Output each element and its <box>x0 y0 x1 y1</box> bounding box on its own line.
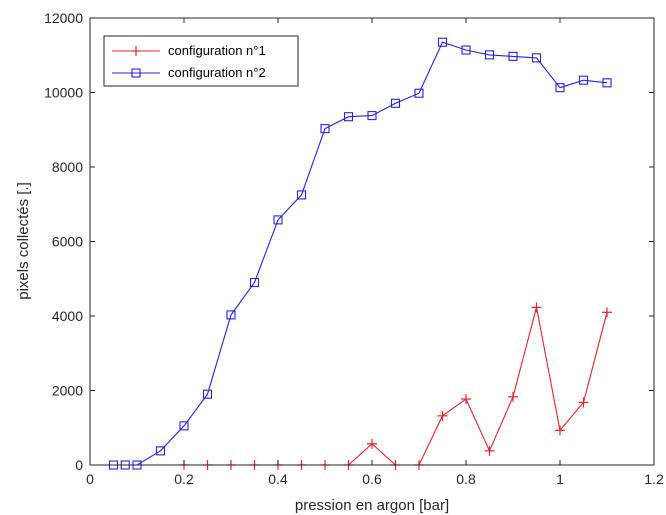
series-line-config-2 <box>113 41 608 466</box>
y-tick-label: 4000 <box>52 308 83 324</box>
legend: configuration n°1 configuration n°2 <box>103 35 299 87</box>
x-axis-label: pression en argon [bar] <box>295 497 449 514</box>
x-tick-label: 0.4 <box>268 471 288 487</box>
data-point-config-2 <box>461 45 471 55</box>
legend-label-config-2: configuration n°2 <box>168 65 266 80</box>
data-point-config-2 <box>390 98 401 108</box>
data-point-config-2 <box>273 215 283 225</box>
data-point-config-1 <box>437 410 448 421</box>
x-tick-label: 1.2 <box>644 471 664 487</box>
y-tick-label: 12000 <box>44 10 83 26</box>
x-tick-label: 0.2 <box>174 471 194 487</box>
data-point-config-1 <box>484 445 495 456</box>
y-tick-label: 6000 <box>52 234 83 250</box>
data-point-config-2 <box>367 111 377 121</box>
data-point-config-2 <box>155 446 166 456</box>
data-point-config-2 <box>226 310 236 320</box>
data-point-config-1 <box>367 438 377 449</box>
data-point-config-1 <box>578 397 589 408</box>
legend-box <box>103 35 299 87</box>
legend-marker-config-1 <box>131 46 141 56</box>
y-tick-label: 8000 <box>52 159 83 175</box>
x-tick-label: 0 <box>86 471 94 487</box>
legend-marker-config-2 <box>131 68 141 78</box>
data-point-config-2 <box>249 277 260 288</box>
data-point-config-1 <box>508 391 518 402</box>
data-point-config-2 <box>602 78 612 88</box>
y-axis-label: pixels collectés [.] <box>15 182 32 300</box>
data-point-config-2 <box>531 53 542 63</box>
data-point-config-2 <box>508 51 518 61</box>
data-point-config-1 <box>555 425 565 436</box>
data-point-config-2 <box>320 124 330 134</box>
x-tick-label: 0.6 <box>362 471 382 487</box>
data-point-config-2 <box>555 83 565 93</box>
data-point-config-2 <box>296 190 307 200</box>
data-point-config-2 <box>414 88 424 98</box>
legend-square-icon <box>131 68 141 78</box>
x-tick-label: 1 <box>556 471 564 487</box>
legend-plus-icon <box>131 46 141 56</box>
y-tick-label: 10000 <box>44 85 83 101</box>
data-point-config-1 <box>531 302 542 313</box>
data-point-config-1 <box>461 394 471 405</box>
y-tick-label: 2000 <box>52 383 83 399</box>
data-point-config-1 <box>602 307 612 318</box>
legend-label-config-1: configuration n°1 <box>168 43 266 58</box>
data-point-config-2 <box>484 50 495 60</box>
data-point-config-2 <box>578 75 589 85</box>
data-point-config-2 <box>343 112 354 122</box>
plot-background <box>90 18 654 465</box>
x-tick-label: 0.8 <box>456 471 476 487</box>
y-tick-label: 0 <box>75 457 83 473</box>
ticks-layer: 0 0.2 0.4 0.6 0.8 1 1.2 0 2000 4000 6000 8000 10000 1… <box>44 10 664 487</box>
data-point-config-2 <box>179 421 189 431</box>
data-point-config-2 <box>202 389 213 399</box>
data-point-config-2 <box>437 37 448 47</box>
